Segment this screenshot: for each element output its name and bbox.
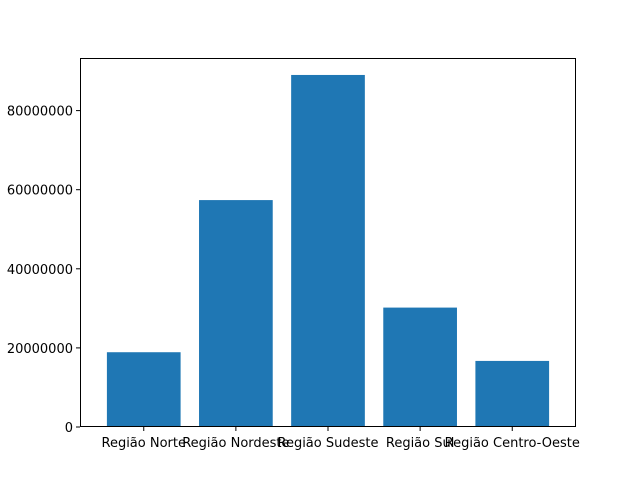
y-axis-ticks: 0 20000000 40000000 60000000 80000000 xyxy=(7,105,80,436)
plot-frame xyxy=(80,58,576,427)
x-tick-label: Região Sudeste xyxy=(278,436,379,451)
bar-4 xyxy=(475,360,550,427)
bar-2 xyxy=(291,74,365,428)
y-tick-label: 80000000 xyxy=(7,105,73,120)
bar-1 xyxy=(199,200,273,427)
x-tick-label: Região Sul xyxy=(386,436,454,451)
bars xyxy=(106,74,550,428)
y-tick-label: 0 xyxy=(65,421,73,436)
y-tick-label: 60000000 xyxy=(7,184,73,199)
x-tick-label: Região Centro-Oeste xyxy=(445,436,580,451)
y-tick-label: 40000000 xyxy=(7,263,73,278)
x-tick-label: Região Norte xyxy=(102,436,186,451)
x-tick-label: Região Nordeste xyxy=(182,436,289,451)
bar-0 xyxy=(106,352,181,427)
y-tick-label: 20000000 xyxy=(7,342,73,357)
bar-3 xyxy=(383,307,457,427)
